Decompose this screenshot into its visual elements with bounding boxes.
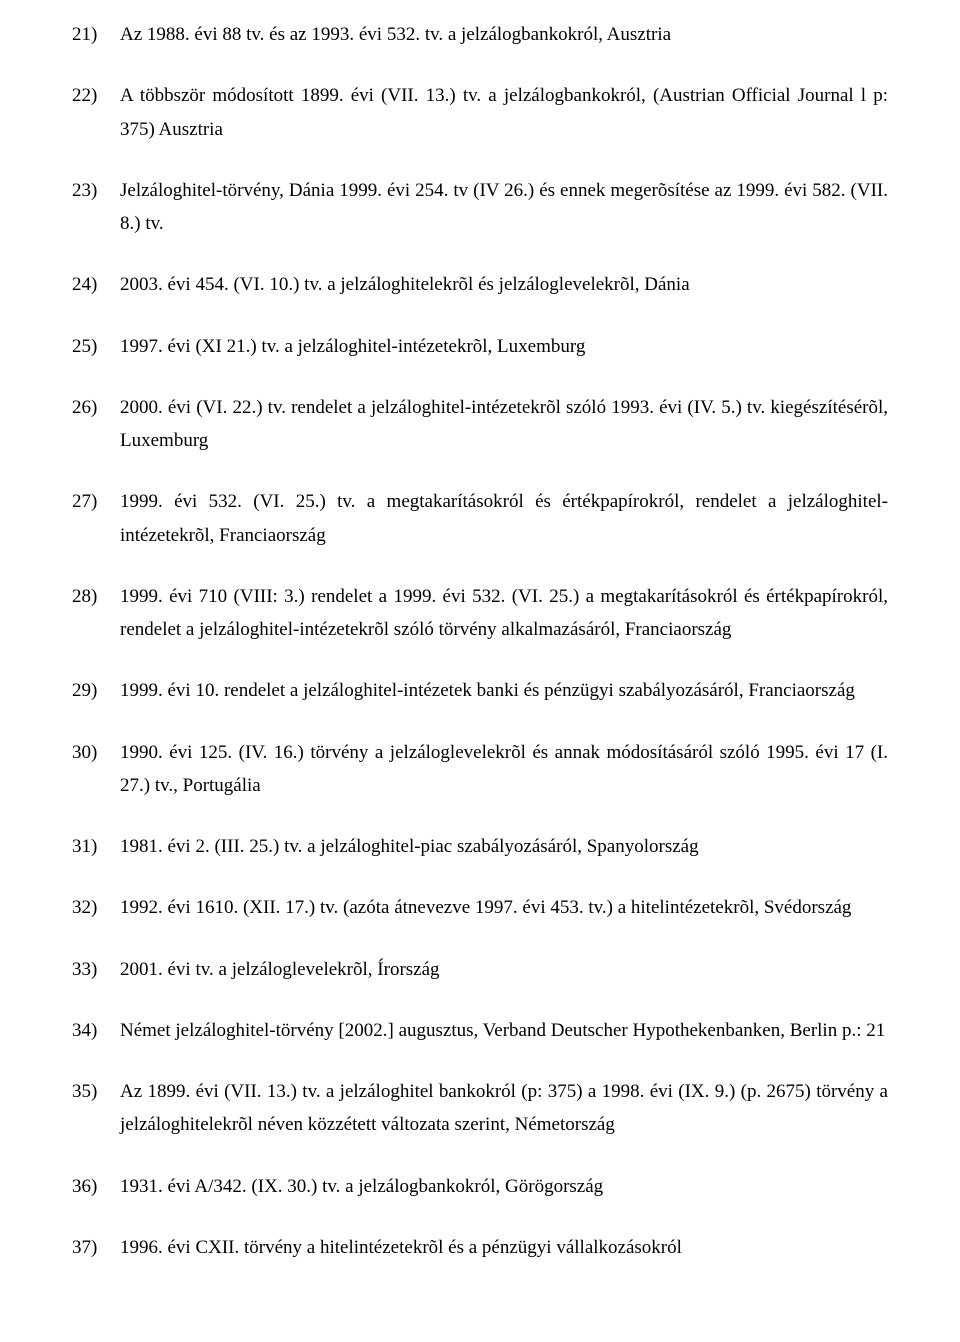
list-item: 25)1997. évi (XI 21.) tv. a jelzáloghite… (72, 330, 888, 363)
list-item-number: 34) (72, 1014, 120, 1047)
list-item: 21)Az 1988. évi 88 tv. és az 1993. évi 5… (72, 18, 888, 51)
list-item-number: 29) (72, 674, 120, 707)
list-item-text: 1990. évi 125. (IV. 16.) törvény a jelzá… (120, 736, 888, 803)
list-item-number: 22) (72, 79, 120, 112)
list-item-text: 1992. évi 1610. (XII. 17.) tv. (azóta át… (120, 891, 888, 924)
list-item: 34)Német jelzáloghitel-törvény [2002.] a… (72, 1014, 888, 1047)
list-item-number: 26) (72, 391, 120, 424)
list-item: 28)1999. évi 710 (VIII: 3.) rendelet a 1… (72, 580, 888, 647)
list-item: 33)2001. évi tv. a jelzáloglevelekrõl, Í… (72, 953, 888, 986)
list-item: 36)1931. évi A/342. (IX. 30.) tv. a jelz… (72, 1170, 888, 1203)
list-item-text: 1997. évi (XI 21.) tv. a jelzáloghitel-i… (120, 330, 888, 363)
list-item: 24)2003. évi 454. (VI. 10.) tv. a jelzál… (72, 268, 888, 301)
list-item-number: 35) (72, 1075, 120, 1108)
list-item-number: 33) (72, 953, 120, 986)
list-item: 27)1999. évi 532. (VI. 25.) tv. a megtak… (72, 485, 888, 552)
list-item-number: 36) (72, 1170, 120, 1203)
list-item-text: Az 1988. évi 88 tv. és az 1993. évi 532.… (120, 18, 888, 51)
document-page: 21)Az 1988. évi 88 tv. és az 1993. évi 5… (0, 0, 960, 1342)
list-item: 26)2000. évi (VI. 22.) tv. rendelet a je… (72, 391, 888, 458)
list-item-text: 1931. évi A/342. (IX. 30.) tv. a jelzálo… (120, 1170, 888, 1203)
list-item-text: 1999. évi 710 (VIII: 3.) rendelet a 1999… (120, 580, 888, 647)
list-item: 29)1999. évi 10. rendelet a jelzáloghite… (72, 674, 888, 707)
list-item: 30)1990. évi 125. (IV. 16.) törvény a je… (72, 736, 888, 803)
list-item: 32)1992. évi 1610. (XII. 17.) tv. (azóta… (72, 891, 888, 924)
list-item-text: 2003. évi 454. (VI. 10.) tv. a jelzálogh… (120, 268, 888, 301)
list-item-number: 21) (72, 18, 120, 51)
list-item-number: 30) (72, 736, 120, 769)
list-item: 31)1981. évi 2. (III. 25.) tv. a jelzálo… (72, 830, 888, 863)
list-item: 35)Az 1899. évi (VII. 13.) tv. a jelzálo… (72, 1075, 888, 1142)
list-item-text: 1999. évi 532. (VI. 25.) tv. a megtakarí… (120, 485, 888, 552)
list-item-text: Német jelzáloghitel-törvény [2002.] augu… (120, 1014, 888, 1047)
list-item-number: 25) (72, 330, 120, 363)
list-item-number: 28) (72, 580, 120, 613)
list-item-number: 31) (72, 830, 120, 863)
list-item-text: Az 1899. évi (VII. 13.) tv. a jelzáloghi… (120, 1075, 888, 1142)
list-item-text: 1999. évi 10. rendelet a jelzáloghitel-i… (120, 674, 888, 707)
list-item-text: A többször módosított 1899. évi (VII. 13… (120, 79, 888, 146)
list-item-number: 23) (72, 174, 120, 207)
list-item: 37)1996. évi CXII. törvény a hitelintéze… (72, 1231, 888, 1264)
list-item: 23)Jelzáloghitel-törvény, Dánia 1999. év… (72, 174, 888, 241)
list-item: 22)A többször módosított 1899. évi (VII.… (72, 79, 888, 146)
list-item-number: 24) (72, 268, 120, 301)
list-item-text: 1996. évi CXII. törvény a hitelintézetek… (120, 1231, 888, 1264)
list-item-number: 32) (72, 891, 120, 924)
list-item-number: 37) (72, 1231, 120, 1264)
list-item-text: 2000. évi (VI. 22.) tv. rendelet a jelzá… (120, 391, 888, 458)
list-item-number: 27) (72, 485, 120, 518)
list-item-text: 1981. évi 2. (III. 25.) tv. a jelzáloghi… (120, 830, 888, 863)
list-item-text: 2001. évi tv. a jelzáloglevelekrõl, Íror… (120, 953, 888, 986)
list-item-text: Jelzáloghitel-törvény, Dánia 1999. évi 2… (120, 174, 888, 241)
